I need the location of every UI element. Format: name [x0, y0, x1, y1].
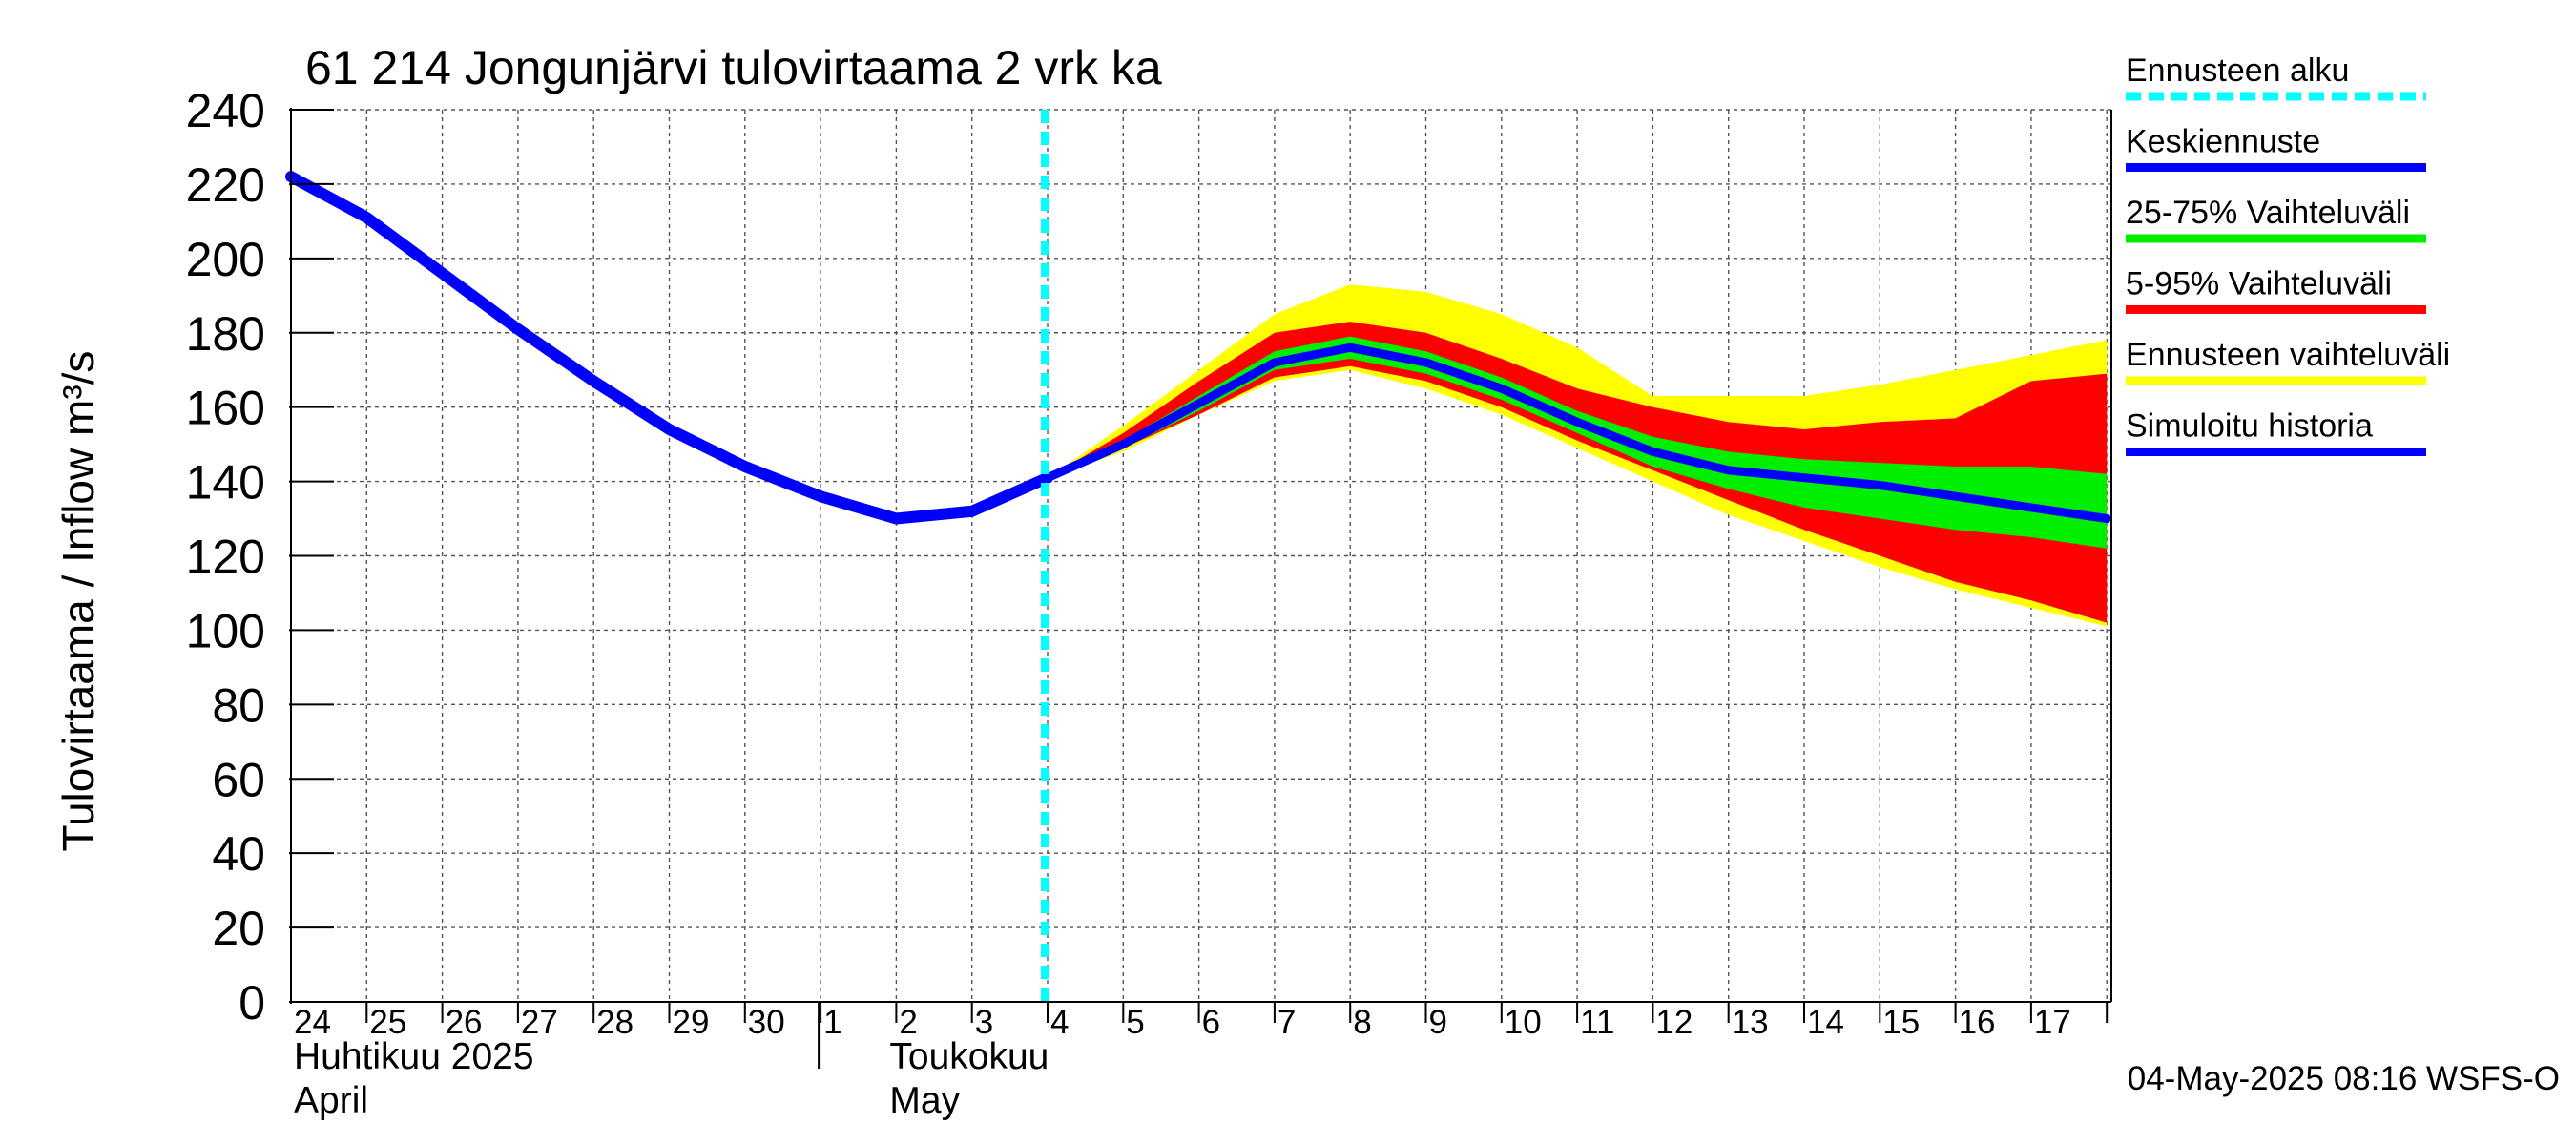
band-25-75-vaihteluv-li — [1048, 336, 2108, 549]
legend-label: Simuloitu historia — [2126, 408, 2373, 445]
y-tick-label: 220 — [186, 158, 265, 212]
x-tick-label: 3 — [975, 1004, 993, 1041]
legend-label: 25-75% Vaihteluväli — [2126, 195, 2410, 231]
x-tick-label: 28 — [596, 1004, 634, 1041]
y-tick-label: 200 — [186, 233, 265, 286]
x-tick-label: 30 — [748, 1004, 785, 1041]
x-tick-label: 6 — [1202, 1004, 1220, 1041]
x-tick-label: 29 — [673, 1004, 710, 1041]
month-label-en: April — [294, 1080, 368, 1121]
x-tick-label: 8 — [1353, 1004, 1371, 1041]
x-tick-label: 4 — [1050, 1004, 1069, 1041]
legend-label: Keskiennuste — [2126, 124, 2320, 160]
month-label-fi: Toukokuu — [889, 1036, 1049, 1077]
legend-label: Ennusteen vaihteluväli — [2126, 337, 2450, 373]
x-tick-label: 1 — [823, 1004, 841, 1041]
x-tick-label: 14 — [1807, 1004, 1844, 1041]
timestamp-footer: 04-May-2025 08:16 WSFS-O — [2128, 1060, 2560, 1097]
line-simuloitu-historia — [285, 171, 1053, 525]
x-tick-label: 15 — [1882, 1004, 1920, 1041]
x-tick-label: 16 — [1959, 1004, 1996, 1041]
y-tick-label: 160 — [186, 382, 265, 435]
forecast-bands — [1048, 284, 2108, 627]
x-tick-label: 5 — [1126, 1004, 1144, 1041]
legend-label: 5-95% Vaihteluväli — [2126, 266, 2392, 302]
y-tick-label: 180 — [186, 307, 265, 361]
x-tick-label: 2 — [899, 1004, 917, 1041]
x-tick-label: 9 — [1429, 1004, 1447, 1041]
grid-lines — [291, 109, 2111, 1002]
x-tick-label: 24 — [294, 1004, 331, 1041]
axes — [289, 108, 2112, 1069]
x-tick-label: 13 — [1732, 1004, 1769, 1041]
x-tick-label: 12 — [1655, 1004, 1693, 1041]
legend: Ennusteen alku Keskiennuste 25-75% Vaihtel… — [2126, 52, 2450, 456]
month-label-en: May — [889, 1080, 960, 1121]
legend-label: Ennusteen alku — [2126, 52, 2349, 89]
y-tick-label: 240 — [186, 84, 265, 137]
line-keskiennuste — [1043, 343, 2111, 523]
y-tick-label: 80 — [212, 678, 265, 732]
y-tick-label: 40 — [212, 827, 265, 881]
x-tick-label: 17 — [2034, 1004, 2071, 1041]
x-tick-label: 27 — [521, 1004, 558, 1041]
chart-title: 61 214 Jongunjärvi tulovirtaama 2 vrk ka — [305, 41, 1162, 94]
y-tick-label: 120 — [186, 531, 265, 584]
y-tick-label: 100 — [186, 604, 265, 657]
x-tick-label: 10 — [1505, 1004, 1542, 1041]
x-tick-label: 7 — [1278, 1004, 1296, 1041]
month-label-fi: Huhtikuu 2025 — [294, 1036, 534, 1077]
x-tick-label: 26 — [446, 1004, 483, 1041]
y-tick-label: 60 — [212, 753, 265, 806]
y-tick-label: 0 — [239, 976, 265, 1030]
y-axis-label: Tulovirtaama / Inflow m³/s — [53, 351, 103, 852]
series-lines — [285, 110, 2111, 1002]
x-tick-label: 25 — [369, 1004, 406, 1041]
y-tick-label: 20 — [212, 902, 265, 955]
x-tick-label: 11 — [1580, 1004, 1614, 1041]
y-tick-label: 140 — [186, 456, 265, 510]
